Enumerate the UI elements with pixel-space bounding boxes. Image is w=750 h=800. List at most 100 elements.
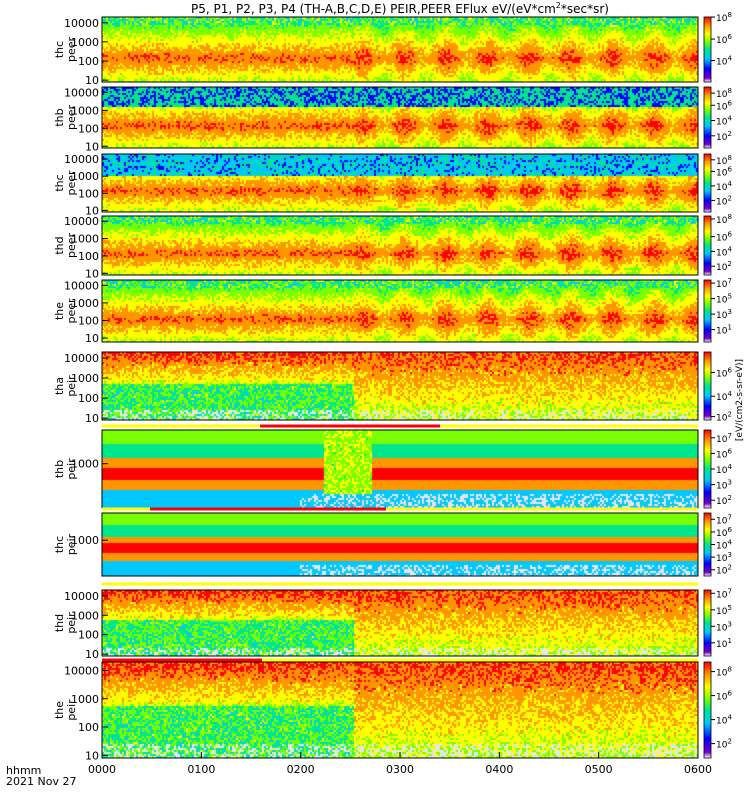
y-tick-label: 1000 [71,693,99,706]
panel-frame [101,512,699,577]
spectrogram-image [102,17,698,82]
colorbar-tick-label: 104 [716,115,732,128]
y-tick-label: 100 [78,629,99,642]
y-tick-label: 1000 [71,36,99,49]
y-tick-label: 10000 [64,215,99,228]
colorbar [703,86,712,149]
y-tick-label: 100 [78,187,99,200]
colorbar [703,153,712,213]
spectrogram-image [102,154,698,212]
quality-flag-bar [260,424,440,428]
colorbar [703,215,712,276]
y-tick-label: 1000 [71,609,99,622]
colorbar-tick-label: 108 [716,11,732,24]
panel-5: 10 100 1000 10000 thapeir 106 104 102 [53,351,732,425]
x-tick-label: 0600 [684,763,712,776]
colorbar-unit-label: [eV/(cm2-s-sr-eV)] [735,359,745,441]
panel-frame [101,215,699,276]
colorbar [703,429,712,509]
figure-title: P5, P1, P2, P3, P4 (TH-A,B,C,D,E) PEIR,P… [191,1,609,16]
x-tick-label: 0000 [88,763,116,776]
panel-frame [101,153,699,213]
y-tick-label: 100 [78,55,99,68]
panel-frame [101,351,699,421]
colorbar-tick-label: 104 [716,539,732,552]
spectrogram-image [102,352,698,420]
colorbar-tick-label: 105 [716,604,732,617]
colorbar-tick-label: 103 [716,308,732,321]
y-tick-label: 10 [85,204,99,217]
quality-flag-bar [150,507,386,511]
colorbar-tick-label: 102 [716,194,732,207]
colorbar-tick-label: 107 [716,587,732,600]
spectrogram-image [102,87,698,148]
quality-flag-bar [102,658,262,662]
panel-frame [101,86,699,149]
date-label: 2021 Nov 27 [6,775,76,788]
colorbar-tick-label: 102 [716,130,732,143]
spectrogram-canvas [102,430,698,508]
colorbar [703,661,712,759]
y-tick-label: 10 [85,749,99,762]
spectrogram-image [102,216,698,275]
x-axis-label: hhmm [6,764,41,777]
colorbar-tick-label: 102 [716,738,732,751]
y-tick-label: 1000 [71,104,99,117]
colorbar-tick-label: 103 [716,479,732,492]
y-tick-label: 10000 [64,86,99,99]
colorbar-tick-label: 102 [716,260,732,273]
panel-label: thcpeer [53,37,78,63]
colorbar-tick-label: 106 [716,526,732,539]
colorbar-tick-label: 102 [716,564,732,577]
y-tick-label: 10 [85,412,99,425]
y-tick-label: 10000 [64,153,99,166]
colorbar-tick-label: 108 [716,154,732,167]
colorbar-tick-label: 104 [716,714,732,727]
spectrogram-canvas [102,662,698,758]
panel-label: thcpeir [53,533,78,555]
colorbar-tick-label: 104 [716,245,732,258]
y-tick-label: 10000 [64,665,99,678]
colorbar-tick-label: 106 [716,447,732,460]
y-tick-label: 10000 [64,279,99,292]
y-tick-label: 1000 [71,458,99,471]
colorbar-tick-label: 106 [716,366,732,379]
colorbar-tick-label: 106 [716,33,732,46]
colorbar-tick-label: 104 [716,180,732,193]
colorbar [703,16,712,83]
y-tick-label: 1000 [71,233,99,246]
y-tick-label: 1000 [71,170,99,183]
panel-label: thcpeer [53,170,78,196]
y-tick-label: 100 [78,392,99,405]
panel-label: thdpeir [53,612,78,634]
y-tick-label: 100 [78,314,99,327]
y-tick-label: 1000 [71,534,99,547]
colorbar-tick-label: 107 [716,277,732,290]
spectrogram-canvas [102,216,698,275]
panel-label: thapeir [53,375,78,397]
panel-label: thdpeer [53,233,78,259]
colorbar-tick-label: 107 [716,513,732,526]
y-tick-label: 10000 [64,590,99,603]
colorbar-tick-label: 102 [716,494,732,507]
y-tick-label: 100 [78,122,99,135]
colorbar [703,589,712,657]
spectrogram-canvas [102,154,698,212]
x-tick-label: 0300 [386,763,414,776]
x-tick-label: 0200 [287,763,315,776]
x-tick-label: 0100 [187,763,215,776]
colorbar-tick-label: 103 [716,620,732,633]
quality-flag-bar [102,582,698,586]
y-tick-label: 10 [85,140,99,153]
colorbar-tick-label: 101 [716,637,732,650]
colorbar-tick-label: 104 [716,390,732,403]
colorbar-tick-label: 108 [716,666,732,679]
y-tick-label: 1000 [71,372,99,385]
y-tick-label: 10 [85,332,99,345]
colorbar-tick-label: 106 [716,231,732,244]
y-tick-label: 10 [85,648,99,661]
